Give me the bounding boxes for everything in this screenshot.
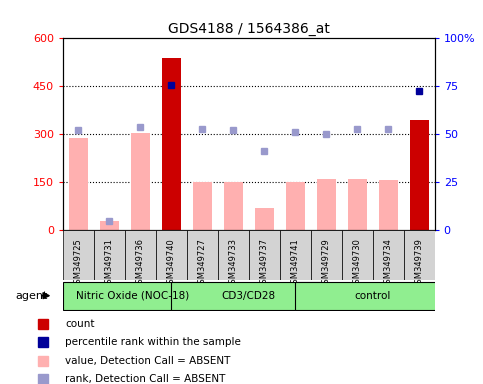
Bar	[218, 230, 249, 280]
Bar	[410, 120, 428, 230]
Text: CD3/CD28: CD3/CD28	[222, 291, 276, 301]
Text: control: control	[355, 291, 391, 301]
Bar	[317, 179, 336, 230]
Bar	[255, 208, 273, 230]
Bar	[187, 230, 218, 280]
Bar	[156, 230, 187, 280]
Bar	[280, 230, 311, 280]
Text: value, Detection Call = ABSENT: value, Detection Call = ABSENT	[66, 356, 231, 366]
Text: rank, Detection Call = ABSENT: rank, Detection Call = ABSENT	[66, 374, 226, 384]
Text: agent: agent	[15, 291, 48, 301]
Bar	[171, 282, 326, 310]
Title: GDS4188 / 1564386_at: GDS4188 / 1564386_at	[168, 22, 330, 36]
Text: GSM349740: GSM349740	[167, 238, 176, 289]
Text: GSM349725: GSM349725	[74, 238, 83, 289]
Bar	[379, 180, 398, 230]
Bar	[100, 221, 119, 230]
Text: GSM349737: GSM349737	[260, 238, 269, 289]
Text: GSM349731: GSM349731	[105, 238, 114, 289]
Bar	[63, 282, 202, 310]
Bar	[193, 182, 212, 230]
Text: GSM349727: GSM349727	[198, 238, 207, 289]
Bar	[162, 58, 181, 230]
Text: GSM349729: GSM349729	[322, 238, 331, 289]
Bar	[295, 282, 450, 310]
Bar	[342, 230, 373, 280]
Bar	[69, 137, 87, 230]
Text: count: count	[66, 319, 95, 329]
Text: GSM349734: GSM349734	[384, 238, 393, 289]
Bar	[286, 182, 304, 230]
Text: GSM349736: GSM349736	[136, 238, 145, 289]
Text: Nitric Oxide (NOC-18): Nitric Oxide (NOC-18)	[76, 291, 189, 301]
Bar	[404, 230, 435, 280]
Bar	[373, 230, 404, 280]
Text: GSM349730: GSM349730	[353, 238, 362, 289]
Text: percentile rank within the sample: percentile rank within the sample	[66, 338, 242, 348]
Bar	[131, 133, 150, 230]
Bar	[63, 230, 94, 280]
Bar	[94, 230, 125, 280]
Bar	[224, 182, 242, 230]
Text: GSM349733: GSM349733	[229, 238, 238, 289]
Bar	[249, 230, 280, 280]
Bar	[125, 230, 156, 280]
Text: GSM349741: GSM349741	[291, 238, 300, 289]
Bar	[311, 230, 342, 280]
Text: GSM349739: GSM349739	[415, 238, 424, 289]
Bar	[348, 179, 367, 230]
